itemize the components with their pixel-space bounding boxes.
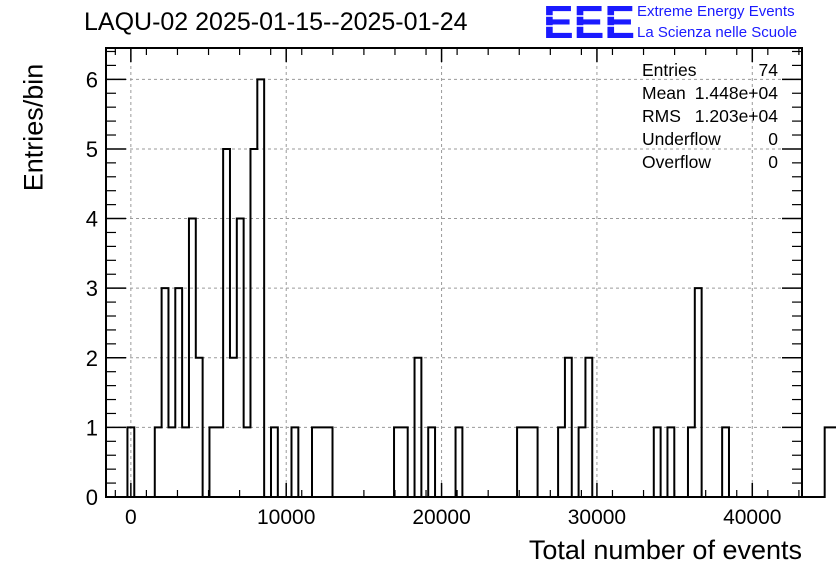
y-tick-label: 2 [86,346,98,371]
stats-key: Entries [642,60,697,80]
x-tick-label: 10000 [257,506,315,529]
logo-text-line1: Extreme Energy Events [637,3,795,20]
y-tick-label: 0 [86,485,98,510]
x-tick-label: 40000 [723,506,781,529]
x-tick-label: 20000 [412,506,470,529]
stats-key: Underflow [642,129,721,149]
y-tick-label: 5 [86,137,98,162]
stats-key: Mean [642,83,686,103]
eee-logo-mark: EEE [543,2,635,42]
stats-row-entries: Entries 74 [642,59,778,82]
histogram-line [126,78,836,498]
page-title: LAQU-02 2025-01-15--2025-01-24 [84,8,468,36]
stats-row-mean: Mean 1.448e+04 [642,82,778,105]
stats-value: 0 [768,152,778,172]
stats-row-rms: RMS 1.203e+04 [642,105,778,128]
logo-text-line2: La Scienza nelle Scuole [637,24,798,41]
y-tick-label: 3 [86,276,98,301]
x-tick-label: 0 [125,506,137,529]
y-tick-label: 4 [86,207,98,232]
x-axis-label: Total number of events [528,535,802,565]
plot-frame [105,47,803,498]
stats-row-overflow: Overflow 0 [642,151,778,174]
x-tick-label: 30000 [568,506,626,529]
eee-logo: EEE [543,2,635,42]
stats-key: Overflow [642,152,712,172]
stats-value: 0 [768,129,778,149]
stats-value: 74 [758,60,778,80]
tick-labels: 0 10000 20000 30000 40000 0 1 2 3 4 5 6 [86,67,782,529]
stats-key: RMS [642,106,681,126]
stats-value: 1.203e+04 [694,106,778,126]
stats-box: Entries 74 Mean 1.448e+04 RMS 1.203e+04 … [642,59,778,174]
y-tick-label: 1 [86,415,98,440]
stats-value: 1.448e+04 [694,83,778,103]
y-tick-label: 6 [86,67,98,92]
axis-ticks [106,48,802,498]
stats-row-underflow: Underflow 0 [642,128,778,151]
y-axis-label: Entries/bin [18,63,49,192]
